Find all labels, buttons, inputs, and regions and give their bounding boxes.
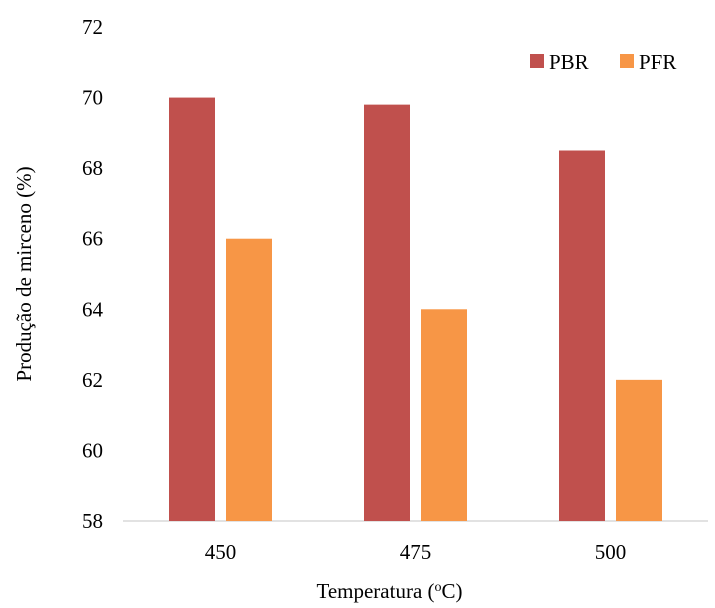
x-axis-title-main: Temperatura ( <box>316 579 434 603</box>
legend-swatch-pbr <box>530 54 544 68</box>
legend-label-pbr: PBR <box>549 50 589 74</box>
y-tick-label: 72 <box>82 15 103 39</box>
legend-swatch-pfr <box>620 54 634 68</box>
y-tick-label: 62 <box>82 368 103 392</box>
y-tick-label: 64 <box>82 297 104 321</box>
y-tick-label: 58 <box>82 509 103 533</box>
bar-pbr-475 <box>364 104 410 521</box>
y-tick-label: 66 <box>82 227 103 251</box>
y-tick-label: 60 <box>82 438 103 462</box>
bar-pfr-475 <box>421 309 467 521</box>
bar-pfr-450 <box>226 238 272 521</box>
x-tick-label: 450 <box>205 540 237 564</box>
x-tick-label: 475 <box>400 540 432 564</box>
legend-label-pfr: PFR <box>639 50 676 74</box>
bar-pbr-500 <box>559 150 605 521</box>
x-axis-title-sup: o <box>435 580 442 595</box>
bar-pbr-450 <box>169 97 215 522</box>
y-tick-label: 68 <box>82 156 103 180</box>
legend: PBR PFR <box>530 50 676 74</box>
x-axis-ticks: 450 475 500 <box>205 540 627 564</box>
x-tick-label: 500 <box>595 540 627 564</box>
x-axis-title-end: C) <box>442 579 463 603</box>
y-axis-ticks: 58 60 62 64 66 68 70 72 <box>82 15 104 533</box>
bar-pfr-500 <box>616 379 662 521</box>
y-tick-label: 70 <box>82 86 103 110</box>
y-axis-title: Produção de mirceno (%) <box>12 166 36 381</box>
bars <box>169 97 662 522</box>
x-axis-title: Temperatura (oC) <box>316 579 462 603</box>
